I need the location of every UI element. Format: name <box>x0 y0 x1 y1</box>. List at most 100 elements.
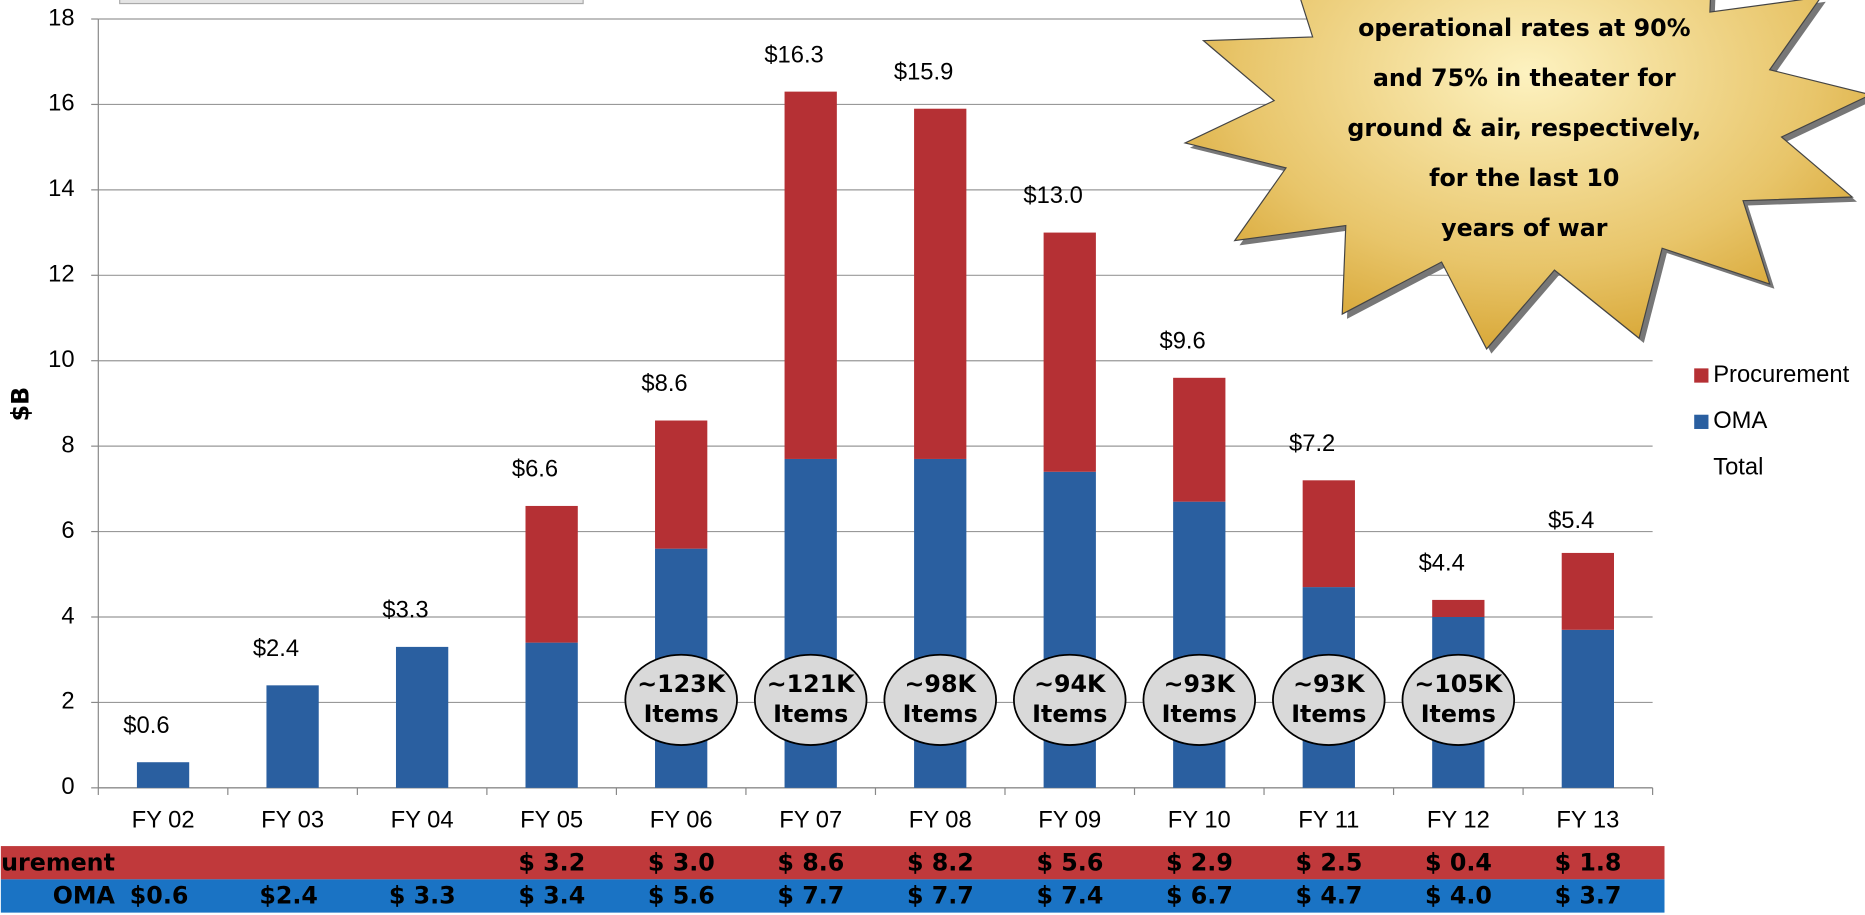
bar-segment <box>914 108 967 459</box>
bar-segment <box>1302 480 1355 588</box>
bar-segment <box>1173 377 1226 502</box>
table-cell: $ 7.4 <box>1036 882 1103 910</box>
x-tick-label: FY 07 <box>779 806 842 833</box>
frame-box <box>119 0 584 5</box>
y-axis-label: $B <box>7 387 35 422</box>
total-label: $15.9 <box>894 58 953 85</box>
table-row <box>0 879 1665 913</box>
item-count: ~93K <box>1293 670 1366 698</box>
legend-label: Total <box>1713 453 1763 480</box>
item-count: ~94K <box>1034 670 1107 698</box>
item-unit: Items <box>903 700 978 728</box>
total-label: $6.6 <box>512 456 558 483</box>
callout-text: and 75% in theater for <box>1373 64 1676 92</box>
callout-text: years of war <box>1441 214 1608 242</box>
table-cell: $ 2.9 <box>1166 848 1233 876</box>
table-cell: $ 8.2 <box>907 848 974 876</box>
table-cell: $ 1.8 <box>1555 848 1622 876</box>
callout-star <box>1183 0 1865 350</box>
item-bubble <box>624 653 738 746</box>
y-tick-label: 0 <box>61 773 74 800</box>
item-bubble <box>1272 653 1386 746</box>
y-tick-label: 14 <box>48 175 74 202</box>
total-label: $4.4 <box>1419 550 1465 577</box>
item-bubble <box>753 653 868 746</box>
y-tick-label: 18 <box>48 4 74 31</box>
table-cell: $2.4 <box>259 882 318 910</box>
legend-swatch <box>1694 368 1709 383</box>
bar-segment <box>655 420 708 549</box>
x-tick-label: FY 09 <box>1038 806 1101 833</box>
item-unit: Items <box>773 700 848 728</box>
callout-text: for the last 10 <box>1429 164 1619 192</box>
total-label: $2.4 <box>253 635 299 662</box>
total-label: $9.6 <box>1160 327 1206 354</box>
x-tick-label: FY 02 <box>132 806 195 833</box>
x-tick-label: FY 05 <box>520 806 583 833</box>
y-tick-label: 8 <box>61 431 74 458</box>
table-row <box>0 846 1665 880</box>
bar-segment <box>1432 599 1485 617</box>
x-tick-label: FY 12 <box>1427 806 1490 833</box>
item-unit: Items <box>1291 700 1366 728</box>
table-cell: $ 6.7 <box>1166 882 1233 910</box>
bar-segment <box>784 91 837 459</box>
bar-segment <box>1561 552 1614 630</box>
x-tick-label: FY 10 <box>1168 806 1231 833</box>
total-label: $8.6 <box>641 370 687 397</box>
table-cell: $ 3.2 <box>518 848 585 876</box>
total-label: $0.6 <box>123 712 169 739</box>
bar-segment <box>395 646 449 788</box>
y-tick-label: 2 <box>61 688 74 715</box>
y-tick-label: 12 <box>48 261 74 288</box>
bar-segment <box>266 685 319 788</box>
x-tick-label: FY 08 <box>909 806 972 833</box>
table-cell: $ 4.0 <box>1425 882 1492 910</box>
total-label: $3.3 <box>382 597 428 624</box>
x-tick-label: FY 11 <box>1298 806 1359 833</box>
table-cell: $ 4.7 <box>1296 882 1363 910</box>
table-cell: $ 2.5 <box>1296 848 1363 876</box>
table-row-label: Procurement <box>0 848 115 876</box>
item-unit: Items <box>1162 700 1237 728</box>
item-bubble <box>1013 653 1127 746</box>
table-row-label: OMA <box>53 882 116 910</box>
bar-segment <box>525 642 578 788</box>
y-tick-label: 4 <box>61 602 74 629</box>
item-unit: Items <box>1032 700 1107 728</box>
table-cell: $ 5.6 <box>648 882 715 910</box>
x-tick-label: FY 03 <box>261 806 324 833</box>
item-bubble <box>1401 653 1516 746</box>
item-count: ~105K <box>1414 670 1503 698</box>
y-tick-label: 6 <box>61 517 74 544</box>
x-tick-label: FY 06 <box>650 806 713 833</box>
table-cell: $ 7.7 <box>777 882 844 910</box>
total-label: $5.4 <box>1548 507 1594 534</box>
bar-segment <box>136 762 190 788</box>
item-unit: Items <box>644 700 719 728</box>
item-bubble <box>1142 653 1257 746</box>
item-count: ~123K <box>637 670 726 698</box>
table-cell: $ 7.7 <box>907 882 974 910</box>
bar-segment <box>1043 232 1096 472</box>
table-cell: $ 3.3 <box>389 882 456 910</box>
table-cell: $0.6 <box>130 882 189 910</box>
legend-label: Procurement <box>1713 361 1849 388</box>
total-label: $16.3 <box>764 41 823 68</box>
legend-label: OMA <box>1713 407 1767 434</box>
item-bubble <box>883 653 997 746</box>
table-cell: $ 8.6 <box>777 848 844 876</box>
x-tick-label: FY 13 <box>1556 806 1619 833</box>
callout-text: operational rates at 90% <box>1358 14 1691 42</box>
bar-segment <box>525 505 578 643</box>
item-unit: Items <box>1421 700 1496 728</box>
item-count: ~121K <box>767 670 856 698</box>
table-cell: $ 0.4 <box>1425 848 1492 876</box>
callout-text: ground & air, respectively, <box>1347 114 1701 142</box>
table-cell: $ 5.6 <box>1036 848 1103 876</box>
table-cell: $ 3.7 <box>1555 882 1622 910</box>
table-cell: $ 3.0 <box>648 848 715 876</box>
total-label: $13.0 <box>1023 182 1082 209</box>
item-count: ~98K <box>905 670 978 698</box>
